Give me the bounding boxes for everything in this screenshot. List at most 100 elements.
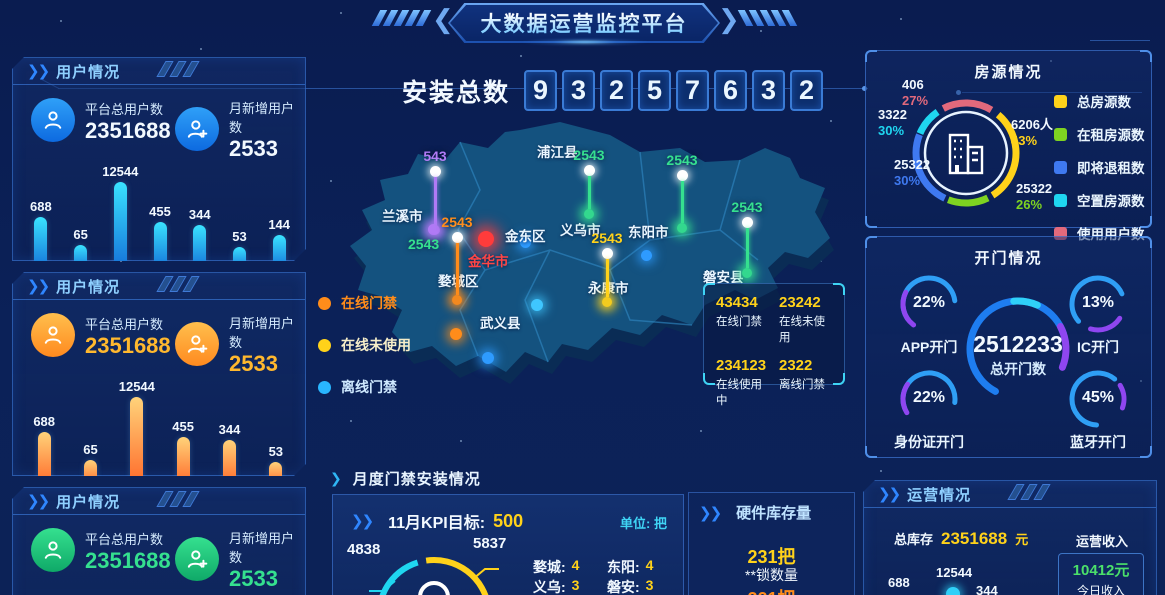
operation-panel: ❯❯ 运营情况 总库存 2351688 元 运营收入 10412元 今日收入 1… <box>863 480 1157 595</box>
city-label: 义乌市 <box>560 223 601 238</box>
stat-label: 平台总用户数 <box>85 531 164 547</box>
stat-label: 平台总用户数 <box>85 316 164 332</box>
kpi-city-name: 东阳: <box>607 559 640 575</box>
city-label-jinhua: 金华市 <box>468 254 509 269</box>
gauge-label: 身份证开门 <box>894 434 964 450</box>
map-dot-blue <box>482 352 494 364</box>
map-marker: 2543 <box>652 152 712 233</box>
panel-header: ❯❯ 运营情况 <box>864 481 1156 508</box>
bar-value: 455 <box>172 419 194 434</box>
housing-callout: 6206人 43% <box>1011 117 1053 150</box>
corner-bracket-icon <box>833 283 845 295</box>
bar <box>84 460 97 485</box>
callout-pct: 27% <box>902 93 929 109</box>
corner-bracket-icon <box>1140 236 1152 248</box>
bar <box>193 225 206 270</box>
legend-item: 在线未使用 <box>318 335 411 355</box>
kpi-city-name: 婺城: <box>533 559 566 575</box>
marker-stem <box>605 259 609 297</box>
gauge-percent: 22% <box>912 389 946 406</box>
digit: 2 <box>790 70 824 111</box>
mini-chart-dot <box>946 587 960 595</box>
stat-total-users: 平台总用户数 2351688 <box>31 98 171 142</box>
kpi-city-value: 4 <box>645 557 654 573</box>
map-marker: 543 <box>405 148 465 235</box>
callout-value: 406 <box>902 77 924 92</box>
kpi-unit-label: 单位: <box>620 516 651 531</box>
city-label: 金东区 <box>505 229 546 244</box>
kpi-unit: 单位: 把 <box>620 513 667 532</box>
legend-label: 在租房源数 <box>1077 128 1145 143</box>
header-stripes-icon <box>161 276 195 292</box>
marker-dot <box>602 297 612 307</box>
inventory-value-2: 321把 <box>689 585 854 595</box>
kpi-target: ❯❯ 11月KPI目标: 500 <box>351 509 523 533</box>
corner-bracket-icon <box>703 373 715 385</box>
corner-bracket-icon <box>865 446 877 458</box>
marker-dot <box>742 268 752 278</box>
legend-label: 在线未使用 <box>341 337 411 353</box>
mini-chart-label: 688 <box>888 575 910 590</box>
callout-value: 25322 <box>894 157 931 172</box>
kpi-city: 婺城: 4 <box>533 557 579 577</box>
user-icon <box>31 313 75 357</box>
double-chevron-icon: ❯❯ <box>878 486 900 503</box>
callout-value: 3322 <box>878 107 907 122</box>
city-label: 磐安县 <box>703 270 744 285</box>
banner-inner: 大数据运营监控平台 <box>450 5 718 41</box>
corner-bracket-icon <box>1140 50 1152 62</box>
housing-callout: 25322 26% <box>1016 181 1052 214</box>
today-income-value: 10412元 <box>1072 562 1130 579</box>
panel-title: 用户情况 <box>56 63 121 81</box>
kpi-callout-left: 4838 <box>347 541 381 558</box>
kpi-city: 磐安: 3 <box>607 577 653 595</box>
bar-item: 455蓝牙开门 <box>160 373 206 485</box>
bar-value: 455 <box>149 204 171 219</box>
gauge-app: 22% APP开门 <box>898 273 960 355</box>
inventory-label-1: **锁数量 <box>745 567 798 583</box>
access-stat-value: 2322 <box>779 357 813 374</box>
gauge-total: 2512233 总开门数 <box>962 293 1074 405</box>
bar-item: 688DNU <box>21 373 67 485</box>
header-stripes-icon <box>161 491 195 507</box>
housing-panel: 房源情况 406 27% 3322 30% <box>865 50 1152 242</box>
digit: 6 <box>714 70 748 111</box>
city-label: 浦江县 <box>537 145 578 160</box>
user-add-icon <box>175 537 219 581</box>
map-marker: 2543 <box>717 199 777 278</box>
bar-item: 12544APP开门数 <box>114 373 160 485</box>
callout-pct: 30% <box>894 173 921 189</box>
kpi-callout-right: 5837 <box>473 535 507 552</box>
door-title: 开门情况 <box>974 250 1043 267</box>
stock-row: 总库存 2351688 元 <box>894 529 1028 549</box>
map-dot-blue <box>641 250 652 261</box>
bar <box>114 182 127 270</box>
corner-bracket-icon <box>703 283 715 295</box>
kpi-city-value: 3 <box>571 577 580 593</box>
gauge-ic: 13% IC开门 <box>1067 273 1129 355</box>
digit: 7 <box>676 70 710 111</box>
legend-dot <box>318 296 331 310</box>
marker-stem <box>587 176 591 209</box>
deco-dot <box>862 86 867 91</box>
corner-bracket-icon <box>865 50 877 62</box>
user-icon <box>31 98 75 142</box>
gauge-label: APP开门 <box>900 339 958 355</box>
bar-value: 344 <box>218 422 241 437</box>
today-income-label: 今日收入 <box>1076 584 1125 595</box>
gauge-label: IC开门 <box>1077 339 1119 355</box>
corner-bracket-icon <box>865 236 877 248</box>
user-panel-1: ❯❯ 用户情况 平台总用户数 2351688 月新增用户数 2533 688DN… <box>12 57 306 261</box>
legend-item: 总房源数 <box>1054 91 1145 111</box>
access-stats-box: 43434 在线门禁 23242 在线未使用 234123 在线使用中 2322… <box>703 283 845 407</box>
kpi-city-name: 磐安: <box>607 579 640 595</box>
corner-bracket-icon <box>1140 216 1152 228</box>
marker-value: 2543 <box>573 147 605 163</box>
map-marker-label-only: 2543 <box>408 236 439 254</box>
mini-chart-label: 344 <box>976 583 998 595</box>
access-stat-value: 234123 <box>716 357 767 374</box>
stat-label: 月新增用户数 <box>229 101 295 135</box>
kpi-section-title: ❯ 月度门禁安装情况 <box>330 468 481 489</box>
callout-value: 25322 <box>1016 181 1053 196</box>
stat-label: 月新增用户数 <box>229 531 295 565</box>
